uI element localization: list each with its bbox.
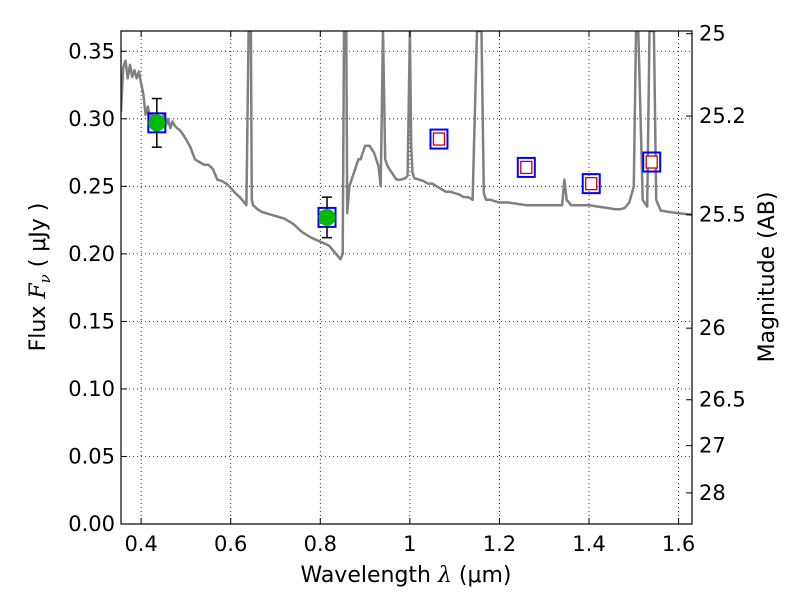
model-photometry-marker	[429, 128, 449, 150]
model-spectrum-line	[121, 31, 692, 261]
detection-marker	[318, 208, 336, 226]
y-tick-label: 0.00	[68, 512, 115, 536]
x-tick-label: 0.6	[214, 532, 247, 556]
y-tick-label: 0.05	[68, 444, 115, 468]
model-photometry-marker	[581, 173, 601, 195]
upper-limit-marker	[645, 155, 658, 169]
right-tick-label: 26	[699, 316, 726, 340]
right-axis-title: Magnitude (AB)	[755, 192, 780, 363]
right-tick-label: 25.2	[699, 104, 746, 128]
x-tick-label: 1.2	[483, 532, 516, 556]
x-tick-label: 0.4	[124, 532, 157, 556]
right-tick-label: 26.5	[699, 388, 746, 412]
y-tick-label: 0.30	[68, 107, 115, 131]
x-tick-label: 1.6	[662, 532, 695, 556]
x-tick-label: 0.8	[304, 532, 337, 556]
y-tick-label: 0.10	[68, 377, 115, 401]
photometry-markers	[147, 97, 662, 239]
y-tick-label: 0.25	[68, 174, 115, 198]
axis-ticks: 0.4 0.6 0.8 1 1.2 1.4 1.6 0.00 0.05 0.10 0.15 0.20 0…	[68, 22, 746, 556]
x-tick-label: 1.4	[572, 532, 605, 556]
model-photometry-marker	[516, 156, 536, 178]
grid	[121, 31, 692, 525]
right-tick-label: 28	[699, 481, 726, 505]
plot-frame	[120, 30, 693, 525]
x-tick-label: 1	[403, 532, 416, 556]
upper-limit-marker	[432, 132, 446, 146]
y-tick-label: 0.15	[68, 309, 115, 333]
right-tick-label: 27	[699, 434, 726, 458]
model-photometry-marker	[642, 151, 662, 173]
upper-limit-marker	[520, 160, 533, 175]
upper-limit-marker	[585, 176, 598, 191]
y-tick-label: 0.35	[68, 39, 115, 63]
right-tick-label: 25	[699, 22, 726, 46]
right-tick-label: 25.5	[699, 203, 746, 227]
y-axis-title: Flux Fν ( μJy )	[26, 203, 54, 352]
x-axis-title: Wavelength λ (μm)	[300, 563, 511, 588]
y-tick-label: 0.20	[68, 242, 115, 266]
detection-marker	[148, 114, 166, 132]
